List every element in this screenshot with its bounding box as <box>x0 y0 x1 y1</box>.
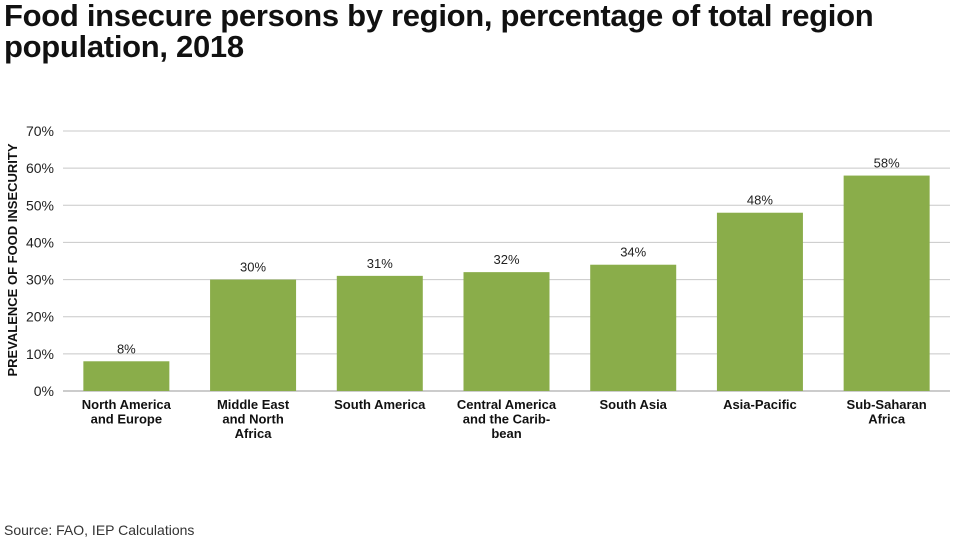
y-axis-ticks: 0% 10% 20% 30% 40% 50% 60% 70% <box>26 123 54 399</box>
data-label: 58% <box>874 156 900 171</box>
y-tick-label: 40% <box>26 234 54 250</box>
data-labels: 8% 30% 31% 32% 34% 48% 58% <box>117 156 900 357</box>
x-category-label: Middle East <box>217 397 290 412</box>
y-tick-label: 0% <box>34 383 54 399</box>
source-note: Source: FAO, IEP Calculations <box>4 522 195 538</box>
chart-title: Food insecure persons by region, percent… <box>4 0 874 64</box>
data-label: 8% <box>117 341 136 356</box>
x-category-label: North America <box>82 397 172 412</box>
y-tick-label: 10% <box>26 346 54 362</box>
bar <box>210 279 297 391</box>
data-label: 30% <box>240 260 266 275</box>
bars <box>83 175 930 391</box>
data-label: 32% <box>493 252 519 267</box>
y-axis-label: PREVALENCE OF FOOD INSECURITY <box>5 143 20 376</box>
x-category-label: and North <box>222 412 283 427</box>
data-label: 48% <box>747 193 773 208</box>
y-tick-label: 60% <box>26 160 54 176</box>
bar <box>336 275 423 391</box>
data-label: 34% <box>620 245 646 260</box>
bar <box>843 175 930 391</box>
bar <box>463 272 550 391</box>
x-category-label: and the Carib- <box>463 412 550 427</box>
x-category-label: South Asia <box>600 397 668 412</box>
x-category-label: South America <box>334 397 426 412</box>
x-category-label: Africa <box>235 426 273 441</box>
x-category-label: Sub-Saharan <box>847 397 927 412</box>
bar <box>83 361 170 391</box>
y-tick-label: 50% <box>26 197 54 213</box>
x-category-label: Central America <box>457 397 557 412</box>
y-tick-label: 70% <box>26 123 54 139</box>
y-tick-label: 20% <box>26 309 54 325</box>
data-label: 31% <box>367 256 393 271</box>
x-category-label: and Europe <box>91 412 163 427</box>
x-category-label: bean <box>491 426 521 441</box>
bar <box>716 212 803 391</box>
bar <box>590 264 677 391</box>
x-category-label: Asia-Pacific <box>723 397 797 412</box>
y-tick-label: 30% <box>26 272 54 288</box>
x-category-label: Africa <box>868 412 906 427</box>
